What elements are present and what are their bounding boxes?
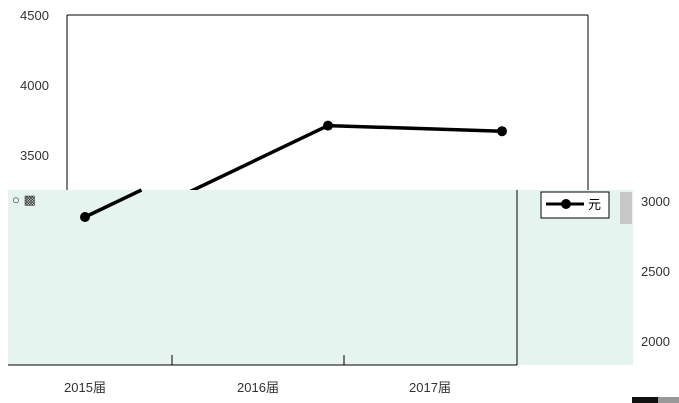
- corrupted-glyphs: ○ ▩: [12, 192, 36, 207]
- series-lower-segment: [80, 188, 143, 222]
- legend-marker-icon: [561, 199, 571, 209]
- lower-overlay-panel: [8, 190, 633, 365]
- corner-artifact: [658, 397, 679, 403]
- corner-artifact: [632, 397, 658, 403]
- y-tick-label-2000: 2000: [641, 334, 670, 349]
- upper-plot-frame: [66, 14, 589, 190]
- upper-y-tick-labels: 4500 4000 3500: [20, 8, 49, 163]
- data-point-2017届: [497, 126, 507, 137]
- legend: 元: [540, 191, 610, 219]
- series-line-lower-segment: [84, 188, 143, 219]
- x-tick-label-2015: 2015届: [64, 380, 106, 395]
- y-tick-label-2500: 2500: [641, 264, 670, 279]
- data-point-2016届: [323, 120, 333, 131]
- x-tick-label-2017: 2017届: [409, 380, 451, 395]
- y-tick-label-3500: 3500: [20, 148, 49, 163]
- lower-y-tick-labels: 3000 2500 2000: [620, 190, 679, 403]
- legend-label: 元: [588, 197, 601, 212]
- corrupted-bar: [620, 192, 632, 224]
- x-tick-labels: 2015届 2016届 2017届: [64, 380, 451, 395]
- data-point-first-lower: [80, 212, 90, 222]
- lower-plot-frame: [8, 190, 518, 366]
- x-tick-label-2016: 2016届: [237, 380, 279, 395]
- y-tick-label-4500: 4500: [20, 8, 49, 23]
- y-tick-label-3000: 3000: [641, 194, 670, 209]
- y-tick-label-4000: 4000: [20, 78, 49, 93]
- right-label-box: [633, 190, 679, 403]
